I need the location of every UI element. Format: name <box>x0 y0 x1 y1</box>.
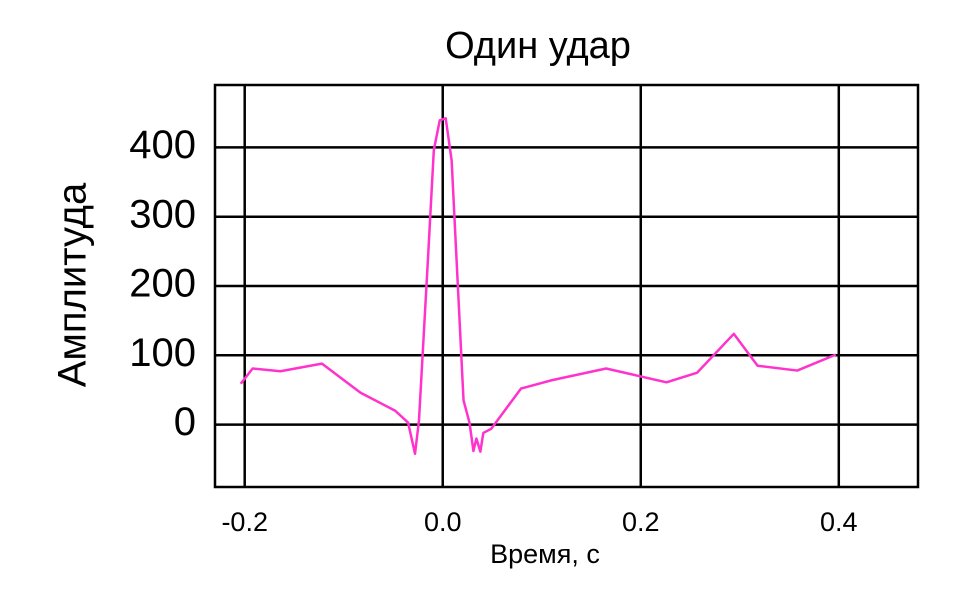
x-tick-label: -0.2 <box>221 507 268 537</box>
x-tick-label: 0.0 <box>424 507 462 537</box>
x-tick-label: 0.4 <box>820 507 858 537</box>
x-tick-label: 0.2 <box>622 507 660 537</box>
y-tick-label: 300 <box>129 192 196 236</box>
data-line <box>239 117 837 455</box>
y-tick-label: 200 <box>129 262 196 306</box>
y-tick-label: 100 <box>129 331 196 375</box>
y-tick-label: 0 <box>174 400 196 444</box>
x-axis-label: Время, с <box>490 539 600 569</box>
y-axis-label: Амплитуда <box>51 182 95 387</box>
chart-title: Один удар <box>445 25 631 67</box>
y-tick-label: 400 <box>129 123 196 167</box>
